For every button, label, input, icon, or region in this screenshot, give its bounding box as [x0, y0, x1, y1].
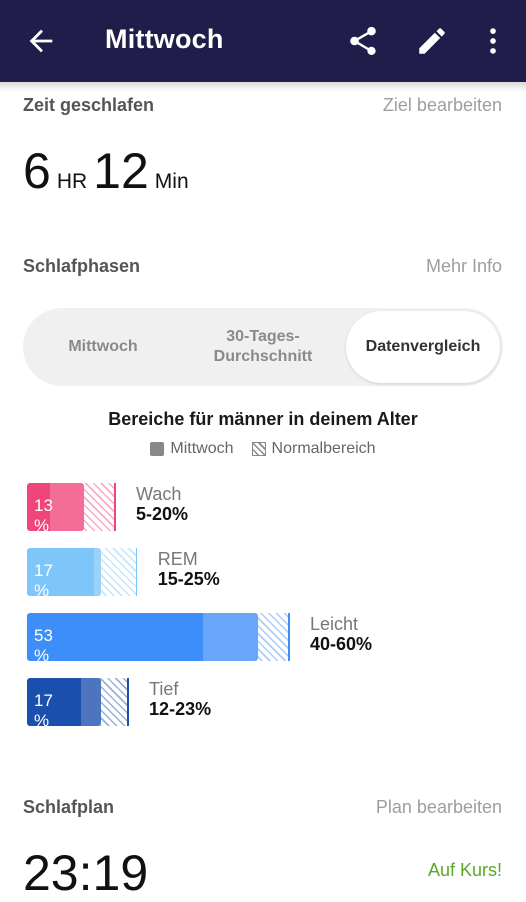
stage-range-awake: 5-20%	[136, 504, 189, 524]
app-bar: Mittwoch	[0, 0, 526, 82]
app-bar-shadow	[0, 82, 526, 92]
chart-title: Bereiche für männer in deinem Alter	[108, 409, 418, 429]
plan-status: Auf Kurs!	[427, 860, 502, 880]
hours-value: 6	[23, 143, 51, 199]
stage-range-light: 40-60%	[310, 634, 373, 654]
bedtime-value: 23:19	[23, 845, 149, 901]
tab-30-day-average[interactable]: 30-Tages- Durchschnitt	[213, 328, 313, 365]
value-bar-deep	[27, 678, 101, 726]
hatched-swatch-icon	[251, 442, 266, 456]
value-label-awake: 13 %	[34, 496, 53, 535]
range-max-tick-light	[288, 613, 290, 661]
legend-label-normal-range: Normalbereich	[271, 440, 376, 457]
value-bar-rem	[27, 548, 101, 596]
sleep-time-title: Zeit geschlafen	[23, 95, 155, 115]
stage-name-rem: REM	[157, 549, 198, 569]
legend-item-wednesday: Mittwoch	[150, 440, 234, 458]
share-icon[interactable]	[346, 24, 380, 58]
range-overlap-awake	[48, 483, 84, 531]
edit-goal-link[interactable]: Ziel bearbeiten	[382, 95, 502, 115]
range-max-tick-deep	[127, 678, 129, 726]
sleep-phases-title: Schlafphasen	[23, 256, 141, 276]
tab-wednesday[interactable]: Mittwoch	[68, 338, 138, 355]
range-overlap-rem	[92, 548, 101, 596]
legend-label-wednesday: Mittwoch	[170, 440, 234, 457]
tab-data-comparison[interactable]: Datenvergleich	[346, 311, 500, 383]
more-vert-icon[interactable]	[476, 24, 510, 58]
page-title: Mittwoch	[105, 24, 224, 54]
sleep-plan-title: Schlafplan	[23, 797, 115, 817]
solid-swatch-icon	[150, 442, 165, 456]
value-bar-awake	[27, 483, 84, 531]
stage-range-rem: 15-25%	[157, 569, 220, 589]
value-label-rem: 17 %	[34, 561, 53, 600]
range-overlap-light	[201, 613, 258, 661]
range-min-tick-deep	[79, 678, 81, 726]
hours-unit: HR	[56, 170, 88, 193]
value-label-deep: 17 %	[34, 691, 53, 730]
range-min-tick-awake	[48, 483, 51, 531]
sleep-duration: 6 HR 12 Min	[23, 142, 195, 199]
stage-range-deep: 12-23%	[149, 699, 212, 719]
range-overlap-deep	[79, 678, 101, 726]
value-bar-light	[27, 613, 258, 661]
stage-name-deep: Tief	[149, 679, 179, 699]
range-min-tick-rem	[92, 548, 94, 596]
legend-item-normal-range: Normalbereich	[251, 440, 376, 458]
stage-name-light: Leicht	[310, 614, 359, 634]
minutes-unit: Min	[154, 170, 189, 193]
range-max-tick-awake	[114, 483, 116, 531]
phase-view-selector: Mittwoch 30-Tages- Durchschnitt Datenver…	[23, 308, 503, 386]
value-label-light: 53 %	[34, 626, 53, 665]
minutes-value: 12	[93, 143, 149, 199]
pencil-icon[interactable]	[415, 24, 449, 58]
chart-legend: Mittwoch Normalbereich	[0, 440, 526, 458]
stage-name-awake: Wach	[136, 484, 182, 504]
more-info-link[interactable]: Mehr Info	[425, 256, 502, 276]
range-max-tick-rem	[135, 548, 138, 596]
edit-plan-link[interactable]: Plan bearbeiten	[375, 797, 502, 817]
range-min-tick-light	[201, 613, 203, 661]
arrow-left-icon[interactable]	[24, 24, 58, 58]
